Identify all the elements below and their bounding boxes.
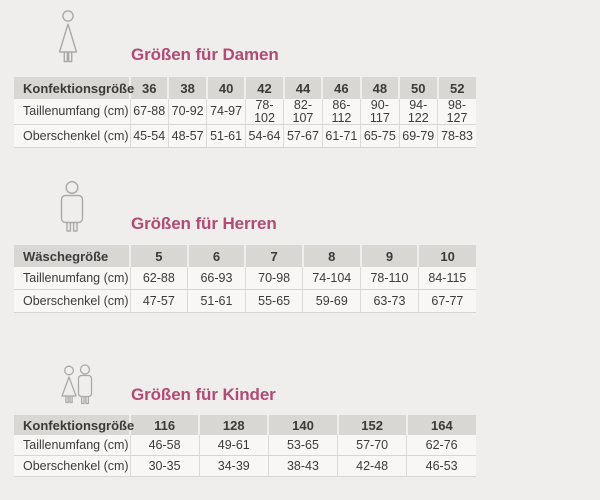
value-cell: 51-61 [187,289,246,313]
row-label-header: Konfektionsgröße [14,415,134,435]
value-cell: 46-53 [406,455,476,477]
value-cell: 30-35 [129,455,200,477]
section-title-kinder: Größen für Kinder [131,385,276,404]
value-cell: 70-92 [167,99,207,125]
size-column-header: 9 [359,245,419,267]
size-column-header: 152 [336,415,407,435]
table-header-row: Konfektionsgröße 116 128 140 152 164 [14,415,476,435]
value-cell: 78-110 [360,267,419,290]
value-cell: 55-65 [244,289,303,313]
size-column-header: 164 [405,415,476,435]
row-label-header: Konfektionsgröße [14,77,134,99]
table-row: Oberschenkel (cm) 45-54 48-57 51-61 54-64 57-… [14,124,476,148]
size-column-header: 128 [198,415,269,435]
value-cell: 38-43 [267,455,338,477]
value-cell: 82-107 [283,99,323,125]
size-column-header: 10 [417,245,476,267]
size-column-header: 116 [128,415,200,435]
section-title-herren: Größen für Herren [131,214,277,233]
herren-size-table: Wäschegröße 5 6 7 8 9 10 Taillenumfang (cm) 62-8… [14,245,476,313]
size-column-header: 42 [244,77,284,99]
value-cell: 65-75 [360,124,400,148]
value-cell: 98-127 [437,99,476,125]
value-cell: 57-67 [283,124,323,148]
size-column-header: 50 [398,77,438,99]
row-label: Oberschenkel (cm) [14,455,130,477]
value-cell: 62-76 [406,435,476,456]
value-cell: 61-71 [321,124,361,148]
value-cell: 46-58 [129,435,200,456]
value-cell: 84-115 [417,267,476,290]
table-header-row: Wäschegröße 5 6 7 8 9 10 [14,245,476,267]
size-column-header: 5 [129,245,188,267]
value-cell: 57-70 [337,435,407,456]
value-cell: 59-69 [302,289,361,313]
value-cell: 49-61 [198,435,269,456]
table-header-row: Konfektionsgröße 36 38 40 42 44 46 48 50 52 [14,77,476,99]
value-cell: 78-102 [244,99,284,125]
value-cell: 53-65 [267,435,338,456]
children-icon [55,362,97,407]
row-label-header: Wäschegröße [14,245,130,267]
value-cell: 94-122 [398,99,438,125]
value-cell: 51-61 [206,124,246,148]
table-row: Oberschenkel (cm) 30-35 34-39 38-43 42-48 46-… [14,455,476,477]
value-cell: 74-97 [206,99,246,125]
value-cell: 66-93 [187,267,246,290]
woman-icon [55,9,81,63]
value-cell: 86-112 [321,99,361,125]
table-row: Taillenumfang (cm) 62-88 66-93 70-98 74-104 7… [14,267,476,290]
size-column-header: 46 [321,77,361,99]
size-column-header: 40 [205,77,246,99]
kinder-size-table: Konfektionsgröße 116 128 140 152 164 Taillenum… [14,415,476,477]
size-column-header: 8 [301,245,361,267]
table-row: Taillenumfang (cm) 67-88 70-92 74-97 78-102 8… [14,99,476,125]
value-cell: 67-88 [129,99,169,125]
value-cell: 48-57 [167,124,207,148]
row-label: Taillenumfang (cm) [14,435,130,456]
table-row: Taillenumfang (cm) 46-58 49-61 53-65 57-70 62… [14,435,476,456]
section-title-damen: Größen für Damen [131,45,279,64]
value-cell: 62-88 [129,267,188,290]
value-cell: 74-104 [302,267,361,290]
size-column-header: 52 [436,77,476,99]
size-column-header: 6 [186,245,246,267]
size-column-header: 48 [359,77,400,99]
value-cell: 67-77 [417,289,476,313]
size-column-header: 36 [128,77,169,99]
value-cell: 70-98 [244,267,303,290]
value-cell: 69-79 [398,124,438,148]
table-row: Oberschenkel (cm) 47-57 51-61 55-65 59-69 63-… [14,289,476,313]
row-label: Oberschenkel (cm) [14,124,130,148]
value-cell: 34-39 [198,455,269,477]
size-column-header: 140 [267,415,338,435]
value-cell: 63-73 [360,289,419,313]
size-column-header: 38 [167,77,207,99]
row-label: Oberschenkel (cm) [14,289,130,313]
value-cell: 45-54 [129,124,169,148]
size-column-header: 44 [282,77,323,99]
value-cell: 78-83 [437,124,476,148]
row-label: Taillenumfang (cm) [14,99,130,125]
damen-size-table: Konfektionsgröße 36 38 40 42 44 46 48 50 52 Taille… [14,77,476,148]
value-cell: 42-48 [337,455,407,477]
man-icon [57,181,87,233]
row-label: Taillenumfang (cm) [14,267,130,290]
value-cell: 54-64 [244,124,284,148]
value-cell: 47-57 [129,289,188,313]
size-column-header: 7 [244,245,303,267]
value-cell: 90-117 [360,99,400,125]
